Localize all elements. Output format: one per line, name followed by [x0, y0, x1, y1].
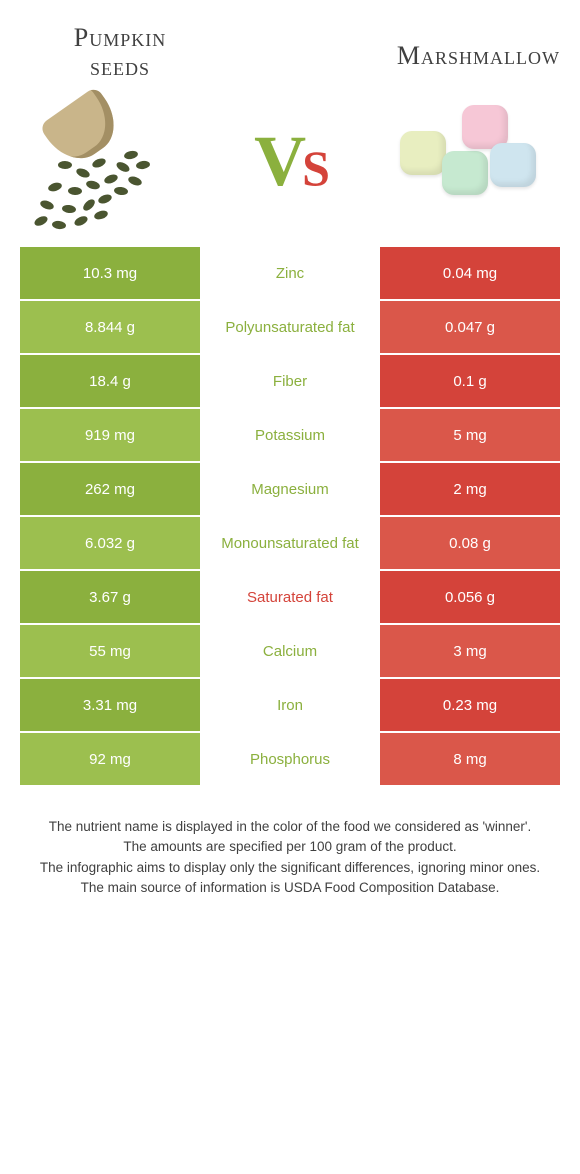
seed-icon: [91, 157, 107, 170]
vs-v: V: [254, 121, 302, 201]
seed-icon: [81, 197, 97, 212]
seed-icon: [62, 204, 77, 213]
nutrient-label: Monounsaturated fat: [200, 517, 380, 571]
right-value: 0.1 g: [380, 355, 560, 409]
hero-row: Vs: [20, 91, 560, 247]
seed-icon: [75, 167, 91, 180]
right-value: 5 mg: [380, 409, 560, 463]
left-value: 18.4 g: [20, 355, 200, 409]
table-row: 18.4 gFiber0.1 g: [20, 355, 560, 409]
seed-icon: [103, 173, 119, 186]
seed-icon: [123, 150, 138, 161]
seed-icon: [127, 175, 143, 187]
footer-line-2: The amounts are specified per 100 gram o…: [26, 837, 554, 857]
left-value: 262 mg: [20, 463, 200, 517]
table-row: 919 mgPotassium5 mg: [20, 409, 560, 463]
seed-icon: [58, 161, 72, 169]
right-value: 0.23 mg: [380, 679, 560, 733]
table-row: 55 mgCalcium3 mg: [20, 625, 560, 679]
right-food-image: [392, 91, 552, 231]
seed-bag-icon: [39, 86, 128, 171]
marshmallow-icon: [400, 131, 446, 175]
nutrient-label: Saturated fat: [200, 571, 380, 625]
left-value: 3.67 g: [20, 571, 200, 625]
left-food-line1: Pumpkin: [74, 23, 166, 52]
table-row: 92 mgPhosphorus8 mg: [20, 733, 560, 787]
vs-s: s: [302, 121, 326, 201]
marshmallow-icon: [490, 143, 536, 187]
nutrient-label: Iron: [200, 679, 380, 733]
table-row: 6.032 gMonounsaturated fat0.08 g: [20, 517, 560, 571]
left-value: 55 mg: [20, 625, 200, 679]
right-value: 0.047 g: [380, 301, 560, 355]
left-value: 919 mg: [20, 409, 200, 463]
seed-icon: [135, 160, 150, 170]
nutrient-label: Magnesium: [200, 463, 380, 517]
left-value: 92 mg: [20, 733, 200, 787]
left-food-image: [28, 91, 188, 231]
seed-icon: [47, 181, 63, 193]
left-value: 10.3 mg: [20, 247, 200, 301]
table-row: 3.67 gSaturated fat0.056 g: [20, 571, 560, 625]
seed-icon: [93, 209, 109, 221]
left-food-line2: seeds: [90, 52, 150, 81]
header: Pumpkin seeds Marshmallow: [20, 24, 560, 81]
marshmallow-icon: [442, 151, 488, 195]
seed-icon: [115, 160, 131, 174]
right-value: 0.056 g: [380, 571, 560, 625]
seed-icon: [114, 186, 129, 195]
left-food-title: Pumpkin seeds: [20, 24, 220, 81]
nutrient-label: Zinc: [200, 247, 380, 301]
seed-icon: [39, 199, 55, 211]
nutrient-label: Potassium: [200, 409, 380, 463]
nutrient-label: Calcium: [200, 625, 380, 679]
left-value: 8.844 g: [20, 301, 200, 355]
nutrient-label: Phosphorus: [200, 733, 380, 787]
nutrient-label: Polyunsaturated fat: [200, 301, 380, 355]
right-value: 0.08 g: [380, 517, 560, 571]
seed-icon: [97, 193, 113, 205]
footer-line-1: The nutrient name is displayed in the co…: [26, 817, 554, 837]
right-value: 2 mg: [380, 463, 560, 517]
table-row: 3.31 mgIron0.23 mg: [20, 679, 560, 733]
left-value: 3.31 mg: [20, 679, 200, 733]
right-value: 3 mg: [380, 625, 560, 679]
table-row: 8.844 gPolyunsaturated fat0.047 g: [20, 301, 560, 355]
seed-icon: [73, 215, 89, 228]
vs-label: Vs: [254, 120, 326, 203]
nutrient-label: Fiber: [200, 355, 380, 409]
table-row: 262 mgMagnesium2 mg: [20, 463, 560, 517]
right-value: 0.04 mg: [380, 247, 560, 301]
right-food-title: Marshmallow: [340, 42, 560, 71]
footer-line-4: The main source of information is USDA F…: [26, 878, 554, 898]
footer-notes: The nutrient name is displayed in the co…: [20, 817, 560, 898]
footer-line-3: The infographic aims to display only the…: [26, 858, 554, 878]
left-value: 6.032 g: [20, 517, 200, 571]
nutrient-table: 10.3 mgZinc0.04 mg8.844 gPolyunsaturated…: [20, 247, 560, 787]
seed-icon: [85, 180, 101, 191]
seed-icon: [68, 187, 82, 196]
seed-icon: [52, 220, 67, 230]
seed-icon: [33, 214, 49, 227]
table-row: 10.3 mgZinc0.04 mg: [20, 247, 560, 301]
right-value: 8 mg: [380, 733, 560, 787]
